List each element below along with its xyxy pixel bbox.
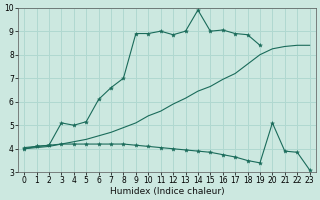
X-axis label: Humidex (Indice chaleur): Humidex (Indice chaleur): [109, 187, 224, 196]
